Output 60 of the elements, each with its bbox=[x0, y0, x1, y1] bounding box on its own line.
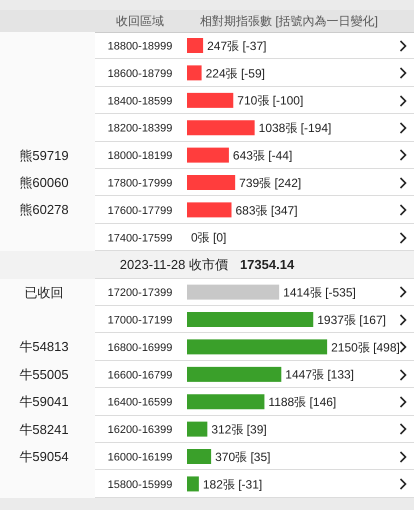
data-label: 739張 [242] bbox=[239, 176, 302, 190]
bar bbox=[187, 422, 208, 437]
y-tick-label: 16000-16199 bbox=[108, 452, 172, 464]
y-tick-label: 16400-16599 bbox=[108, 396, 172, 409]
y-tick-label: 17000-17199 bbox=[108, 314, 172, 327]
bar bbox=[187, 394, 264, 410]
y-tick-label: 18200-18399 bbox=[108, 122, 172, 135]
y-tick-label: 15800-15999 bbox=[108, 478, 172, 491]
y2-tick-label: 熊59719 bbox=[18, 146, 70, 165]
y-tick-label: 17200-17399 bbox=[108, 287, 172, 300]
y-tick-label: 18000-18199 bbox=[108, 150, 172, 162]
annotation: 2023-11-28 收市價 bbox=[120, 257, 228, 272]
data-label: 182張 [-31] bbox=[202, 477, 262, 492]
x-axis-title: 相對期指張數 [括號內為一日變化] bbox=[200, 13, 378, 30]
data-label: 2150張 [498] bbox=[331, 340, 400, 354]
bar bbox=[187, 312, 314, 328]
y2-tick-label: 牛59054 bbox=[18, 448, 70, 466]
y2-tick-label: 牛58241 bbox=[18, 420, 70, 439]
bar bbox=[187, 175, 236, 190]
y-tick-label: 17800-17999 bbox=[108, 178, 172, 190]
y-tick-label: 18400-18599 bbox=[108, 95, 172, 108]
bar bbox=[187, 366, 282, 382]
y2-tick-label: 牛54813 bbox=[18, 338, 70, 356]
y2-tick-label: 已收回 bbox=[24, 284, 64, 302]
bar bbox=[187, 449, 212, 464]
data-label: 224張 [-59] bbox=[206, 66, 265, 80]
y-axis-title: 收回區域 bbox=[115, 13, 165, 30]
bar bbox=[187, 284, 280, 300]
y-tick-label: 16200-16399 bbox=[108, 424, 172, 436]
y-tick-label: 17600-17799 bbox=[108, 204, 172, 217]
data-label: 1188張 [146] bbox=[268, 395, 336, 410]
y-tick-label: 16800-16999 bbox=[108, 342, 172, 354]
data-label: 1414張 [-535] bbox=[283, 286, 356, 300]
data-label: 1038張 [-194] bbox=[258, 121, 332, 136]
y2-tick-label: 熊60060 bbox=[18, 174, 70, 192]
y-tick-label: 18800-18999 bbox=[108, 40, 172, 53]
data-label: 1447張 [133] bbox=[285, 368, 354, 382]
y2-tick-label: 牛59041 bbox=[18, 393, 70, 412]
bar bbox=[187, 202, 232, 218]
bar bbox=[187, 148, 229, 163]
data-label: 312張 [39] bbox=[211, 422, 267, 436]
bar bbox=[187, 120, 255, 136]
bar bbox=[187, 339, 328, 354]
bar bbox=[187, 476, 199, 492]
y2-tick-label: 熊60278 bbox=[18, 201, 70, 220]
y-tick-label: 18600-18799 bbox=[108, 68, 172, 80]
y-tick-label: 17400-17599 bbox=[108, 232, 172, 244]
data-label: 710張 [-100] bbox=[237, 94, 304, 108]
data-label: 643張 [-44] bbox=[232, 148, 292, 162]
data-label: 683張 [347] bbox=[236, 203, 298, 218]
bar bbox=[187, 38, 204, 54]
bar bbox=[187, 65, 202, 80]
data-label: 0張 [0] bbox=[191, 230, 226, 245]
data-label: 370張 [35] bbox=[215, 450, 270, 464]
annotation: 17354.14 bbox=[240, 257, 294, 272]
y-tick-label: 16600-16799 bbox=[108, 369, 172, 382]
data-label: 247張 [-37] bbox=[207, 38, 266, 53]
bar bbox=[187, 92, 234, 108]
y2-tick-label: 牛55005 bbox=[18, 366, 70, 384]
data-label: 1937張 [167] bbox=[317, 312, 386, 327]
